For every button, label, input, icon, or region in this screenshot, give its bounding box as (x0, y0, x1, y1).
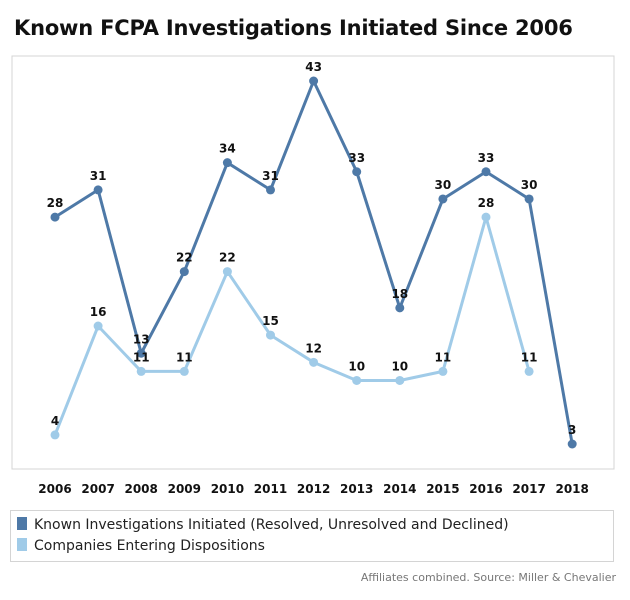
x-tick-label-2007: 2007 (81, 482, 114, 496)
data-label-2-2008: 11 (133, 350, 150, 364)
data-label-2-2011: 15 (262, 314, 279, 328)
data-label-1-2012: 43 (305, 60, 322, 74)
data-label-2-2017: 11 (521, 350, 538, 364)
data-label-2-2016: 28 (478, 196, 495, 210)
legend-swatch-series-1 (17, 517, 27, 530)
data-point-1-2017 (524, 194, 534, 204)
x-tick-label-2010: 2010 (211, 482, 244, 496)
data-point-1-2014 (395, 303, 405, 313)
data-point-2-2014 (395, 375, 405, 385)
legend-item-series-1: Known Investigations Initiated (Resolved… (17, 517, 509, 533)
data-label-2-2009: 11 (176, 350, 193, 364)
legend-label-series-1: Known Investigations Initiated (Resolved… (34, 517, 509, 533)
legend-label-series-2: Companies Entering Dispositions (34, 538, 265, 554)
legend-item-series-2: Companies Entering Dispositions (17, 538, 265, 554)
chart-title: Known FCPA Investigations Initiated Sinc… (14, 16, 573, 40)
data-point-2-2011 (266, 330, 275, 340)
data-point-1-2008 (136, 348, 146, 358)
data-label-1-2018: 3 (568, 423, 576, 437)
data-point-1-2018 (567, 439, 577, 449)
data-point-2-2010 (222, 267, 232, 277)
data-point-1-2011 (266, 185, 275, 195)
data-label-1-2007: 31 (90, 169, 107, 183)
data-point-1-2012 (309, 76, 319, 86)
data-point-2-2007 (93, 321, 103, 331)
data-label-1-2013: 33 (348, 151, 365, 165)
x-tick-label-2006: 2006 (38, 482, 71, 496)
x-tick-label-2008: 2008 (124, 482, 157, 496)
x-tick-label-2013: 2013 (340, 482, 373, 496)
x-tick-label-2009: 2009 (168, 482, 201, 496)
data-point-1-2013 (352, 167, 362, 177)
legend: Known Investigations Initiated (Resolved… (10, 510, 614, 562)
data-label-1-2016: 33 (478, 151, 495, 165)
data-label-1-2015: 30 (435, 178, 452, 192)
data-label-2-2012: 12 (305, 341, 322, 355)
data-point-1-2010 (222, 158, 232, 168)
data-label-2-2010: 22 (219, 251, 236, 265)
data-label-1-2011: 31 (262, 169, 279, 183)
x-tick-label-2017: 2017 (512, 482, 545, 496)
data-label-1-2009: 22 (176, 251, 193, 265)
data-label-2-2014: 10 (391, 359, 408, 373)
series-line-2 (53, 215, 531, 436)
x-tick-label-2012: 2012 (297, 482, 330, 496)
x-tick-label-2015: 2015 (426, 482, 459, 496)
series-line-1 (54, 79, 574, 445)
data-point-1-2009 (179, 267, 189, 277)
data-point-2-2006 (50, 430, 60, 440)
data-label-1-2008: 13 (133, 332, 150, 346)
data-point-1-2007 (93, 185, 103, 195)
data-label-1-2014: 18 (391, 287, 408, 301)
data-label-1-2006: 28 (47, 196, 64, 210)
data-point-1-2015 (438, 194, 448, 204)
legend-swatch-series-2 (17, 538, 27, 551)
data-label-2-2015: 11 (435, 350, 452, 364)
x-tick-label-2014: 2014 (383, 482, 416, 496)
data-point-2-2008 (136, 366, 146, 376)
plot-frame (11, 55, 615, 470)
data-label-2-2006: 4 (51, 414, 59, 428)
data-point-2-2009 (179, 366, 189, 376)
data-label-1-2010: 34 (219, 142, 236, 156)
data-point-1-2016 (481, 167, 491, 177)
data-point-2-2012 (309, 357, 319, 367)
x-tick-label-2011: 2011 (254, 482, 287, 496)
data-point-2-2017 (524, 366, 534, 376)
x-tick-label-2018: 2018 (555, 482, 588, 496)
data-label-2-2007: 16 (90, 305, 107, 319)
data-label-2-2013: 10 (348, 359, 365, 373)
data-point-2-2015 (438, 366, 448, 376)
data-point-2-2013 (352, 375, 362, 385)
data-point-2-2016 (481, 212, 491, 222)
source-note: Affiliates combined. Source: Miller & Ch… (360, 571, 616, 584)
x-tick-label-2016: 2016 (469, 482, 502, 496)
data-label-1-2017: 30 (521, 178, 538, 192)
data-point-1-2006 (50, 212, 60, 222)
